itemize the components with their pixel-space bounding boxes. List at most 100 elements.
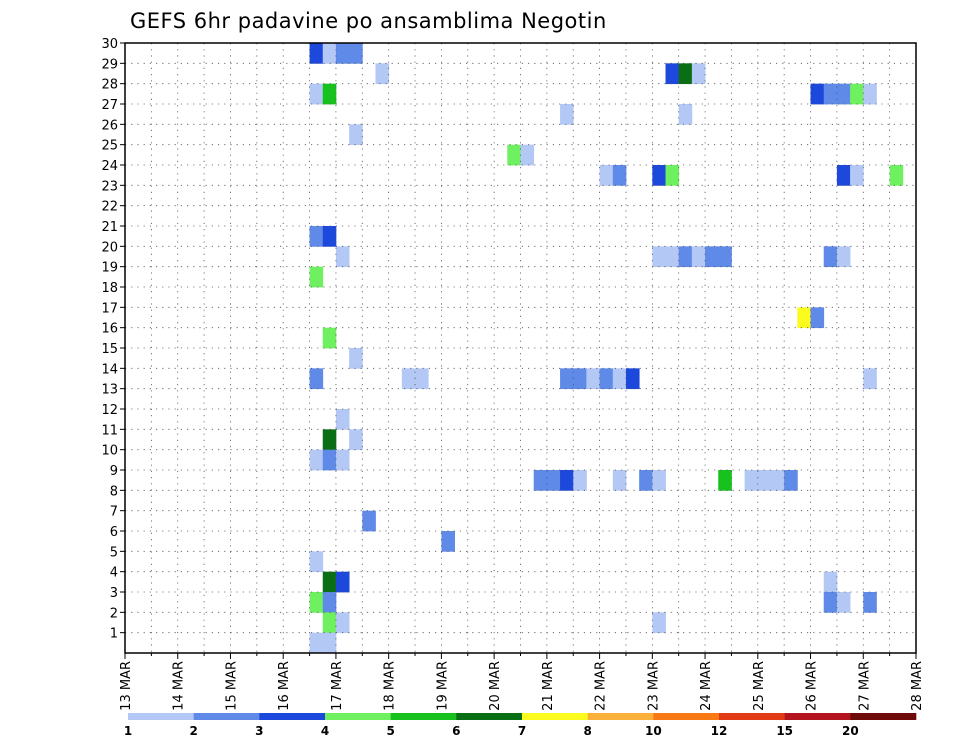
legend-swatch-3 — [259, 713, 326, 720]
y-tick-label-16: 16 — [101, 322, 118, 337]
cell-member-29-step-17 — [349, 43, 363, 64]
cell-member-9-step-15 — [322, 449, 337, 471]
y-tick-label-10: 10 — [101, 444, 118, 459]
cell-member-3-step-16 — [335, 571, 350, 593]
cell-member-10-step-15 — [322, 429, 337, 451]
cell-member-19-step-16 — [335, 246, 350, 268]
cell-member-8-step-47 — [744, 470, 759, 491]
cell-member-27-step-54 — [836, 83, 851, 105]
y-tick-label-14: 14 — [101, 362, 118, 377]
legend: 1 2 3 4 5 6 7 8 10 12 15 20 — [124, 713, 917, 738]
chart-title: GEFS 6hr padavine po ansamblima Negotin — [130, 9, 607, 33]
cell-member-8-step-45 — [718, 470, 732, 491]
cell-member-24-step-29 — [507, 144, 521, 166]
x-tick-label-4: 17 MAR — [330, 661, 345, 711]
cell-member-27-step-53 — [823, 83, 838, 105]
y-tick-label-21: 21 — [101, 220, 118, 235]
cell-member-13-step-33 — [560, 368, 574, 390]
legend-swatch-11 — [784, 713, 851, 720]
legend-swatch-4 — [325, 713, 391, 720]
legend-label-4: 4 — [321, 724, 329, 738]
cell-member-1-step-15 — [322, 612, 337, 634]
cell-member-2-step-15 — [322, 592, 337, 613]
y-tick-label-27: 27 — [101, 98, 118, 113]
legend-label-8: 8 — [583, 724, 591, 738]
cell-member-26-step-33 — [560, 104, 574, 125]
x-tick-label-5: 18 MAR — [383, 661, 398, 711]
cell-member-8-step-48 — [757, 470, 772, 491]
y-tick-label-9: 9 — [110, 464, 118, 479]
y-tick-label-25: 25 — [101, 139, 118, 154]
cell-member-25-step-17 — [349, 124, 363, 146]
cell-member-28-step-19 — [375, 63, 390, 85]
legend-swatch-12 — [850, 713, 917, 720]
cell-member-8-step-49 — [770, 470, 785, 491]
cell-member-14-step-17 — [349, 348, 363, 369]
cell-member-8-step-37 — [612, 470, 627, 491]
x-tick-label-8: 21 MAR — [541, 661, 556, 711]
cell-member-19-step-41 — [665, 246, 680, 268]
legend-swatch-1 — [128, 713, 194, 720]
cell-member-11-step-16 — [335, 409, 350, 430]
legend-swatch-6 — [456, 713, 523, 720]
legend-label-15: 15 — [776, 724, 793, 738]
cell-member-9-step-14 — [309, 449, 324, 471]
y-tick-label-3: 3 — [110, 586, 118, 601]
cell-member-3-step-53 — [823, 571, 838, 593]
cell-member-13-step-14 — [309, 368, 324, 390]
cell-member-20-step-14 — [309, 226, 324, 247]
y-tick-label-28: 28 — [101, 78, 118, 93]
y-tick-label-8: 8 — [110, 484, 118, 499]
legend-swatch-9 — [653, 713, 720, 720]
y-tick-label-2: 2 — [110, 606, 118, 621]
cells-layer — [309, 43, 904, 654]
cell-member-10-step-17 — [349, 429, 363, 451]
cell-member-28-step-42 — [678, 63, 693, 85]
cell-member-15-step-15 — [322, 327, 337, 349]
x-tick-label-0: 13 MAR — [119, 661, 134, 711]
cell-member-19-step-45 — [718, 246, 732, 268]
x-tick-label-12: 25 MAR — [752, 661, 767, 711]
x-tick-label-10: 23 MAR — [646, 661, 661, 711]
y-tick-label-7: 7 — [110, 505, 118, 520]
cell-member-13-step-38 — [625, 368, 640, 390]
cell-member-16-step-52 — [810, 307, 825, 329]
cell-member-8-step-50 — [784, 470, 798, 491]
y-tick-label-1: 1 — [110, 627, 118, 642]
legend-label-1: 1 — [124, 724, 132, 738]
y-tick-label-17: 17 — [101, 301, 118, 316]
legend-swatch-7 — [522, 713, 588, 720]
y-tick-label-12: 12 — [101, 403, 118, 418]
y-tick-label-20: 20 — [101, 240, 118, 255]
cell-member-13-step-56 — [863, 368, 877, 390]
cell-member-5-step-24 — [441, 531, 455, 552]
y-tick-label-29: 29 — [101, 57, 118, 72]
cell-member-19-step-43 — [691, 246, 706, 268]
legend-swatch-10 — [719, 713, 785, 720]
y-tick-label-6: 6 — [110, 525, 118, 540]
cell-member-13-step-34 — [573, 368, 587, 390]
cell-member-8-step-34 — [573, 470, 587, 491]
cell-member-20-step-15 — [322, 226, 337, 247]
y-axis: 1234567891011121314151617181920212223242… — [101, 37, 125, 642]
x-tick-label-2: 15 MAR — [224, 661, 239, 711]
cell-member-24-step-30 — [520, 144, 535, 166]
cell-member-6-step-18 — [362, 510, 376, 532]
cell-member-23-step-54 — [836, 165, 851, 186]
y-tick-label-23: 23 — [101, 179, 118, 194]
legend-label-5: 5 — [386, 724, 394, 738]
x-tick-label-6: 19 MAR — [435, 661, 450, 711]
cell-member-28-step-43 — [691, 63, 706, 85]
cell-member-26-step-42 — [678, 104, 693, 125]
cell-member-1-step-40 — [652, 612, 666, 634]
cell-member-19-step-54 — [836, 246, 851, 268]
legend-swatch-2 — [193, 713, 260, 720]
y-tick-label-26: 26 — [101, 118, 118, 133]
cell-member-0-step-14 — [309, 632, 324, 654]
x-tick-label-9: 22 MAR — [594, 661, 609, 711]
cell-member-19-step-44 — [705, 246, 719, 268]
legend-label-12: 12 — [711, 724, 728, 738]
x-tick-label-13: 26 MAR — [805, 661, 820, 711]
x-axis: 13 MAR 14 MAR 15 MAR 16 MAR 17 MAR 18 MAR 19 M… — [119, 653, 925, 711]
